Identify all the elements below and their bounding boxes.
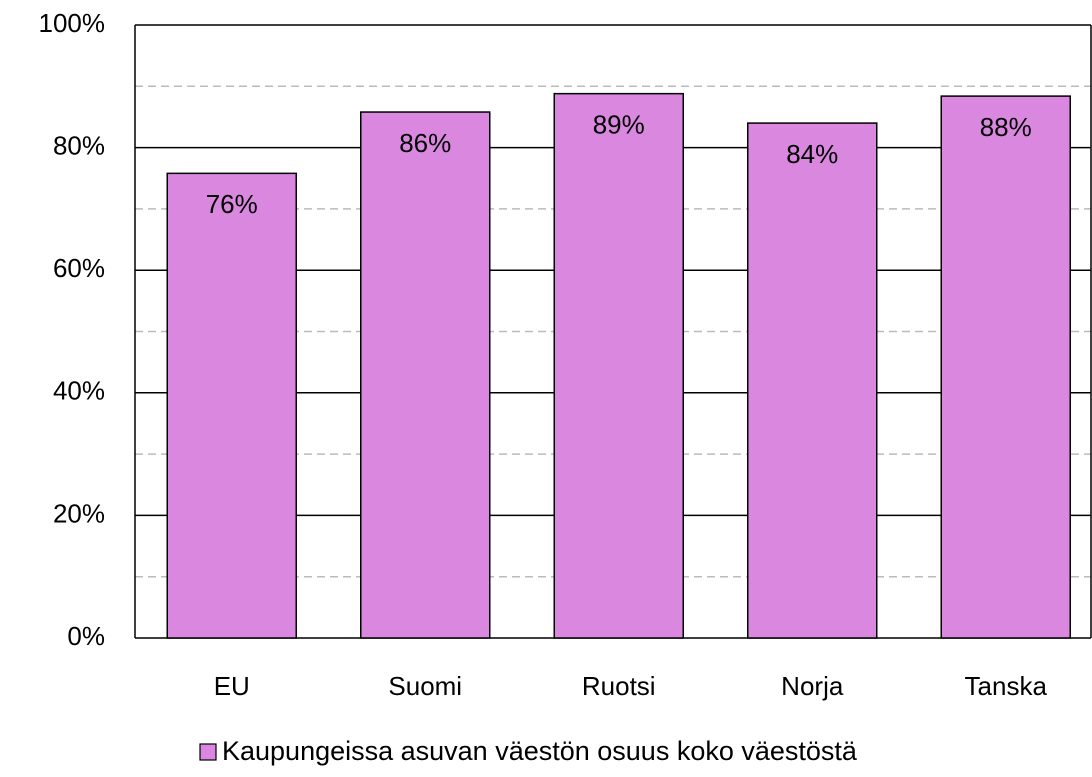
value-label: 88% <box>980 112 1032 142</box>
value-label: 76% <box>206 189 258 219</box>
legend-label: Kaupungeissa asuvan väestön osuus koko v… <box>222 736 858 766</box>
y-tick-label: 40% <box>53 376 105 406</box>
y-tick-label: 20% <box>53 498 105 528</box>
value-label: 84% <box>786 139 838 169</box>
x-tick-label: Ruotsi <box>582 671 656 701</box>
x-tick-label: EU <box>214 671 250 701</box>
value-label: 89% <box>593 110 645 140</box>
bar <box>553 92 684 639</box>
y-tick-label: 80% <box>53 130 105 160</box>
x-tick-label: Norja <box>781 671 844 701</box>
bar <box>940 95 1071 639</box>
y-tick-label: 100% <box>39 8 106 38</box>
y-tick-label: 0% <box>67 621 105 651</box>
x-tick-label: Tanska <box>965 671 1048 701</box>
x-tick-label: Suomi <box>388 671 462 701</box>
y-tick-label: 60% <box>53 253 105 283</box>
bar <box>747 122 878 639</box>
value-label: 86% <box>399 128 451 158</box>
bar <box>360 111 491 639</box>
bar <box>166 172 297 639</box>
legend-swatch <box>199 743 217 761</box>
